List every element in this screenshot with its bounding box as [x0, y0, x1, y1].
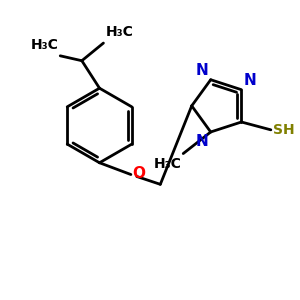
Text: H₃C: H₃C	[30, 38, 58, 52]
Text: N: N	[196, 134, 209, 149]
Text: H₃C: H₃C	[105, 25, 133, 39]
Text: SH: SH	[273, 123, 294, 137]
Text: H₃C: H₃C	[153, 158, 181, 172]
Text: O: O	[132, 166, 145, 181]
Text: N: N	[243, 73, 256, 88]
Text: N: N	[196, 63, 209, 78]
